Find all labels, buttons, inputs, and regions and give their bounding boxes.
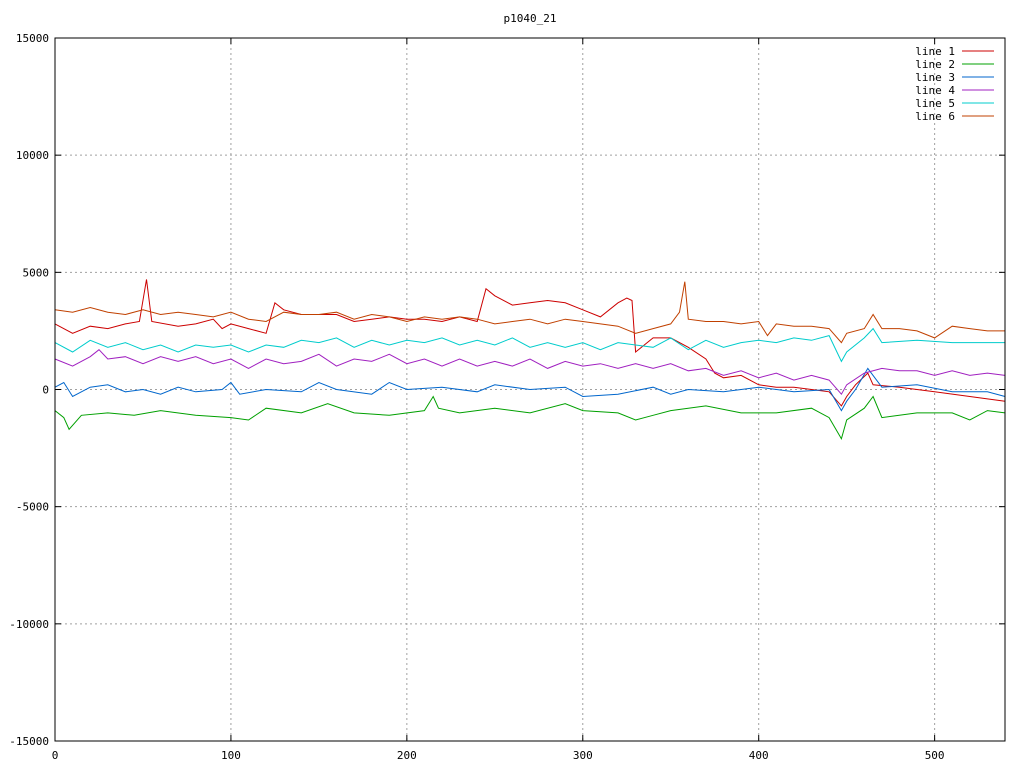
y-tick-label: 5000	[23, 266, 50, 279]
x-tick-label: 0	[52, 749, 59, 762]
axis-ticks: -15000 -10000 -5000 0 5000 10000 15000 0 100 200 3…	[9, 32, 1005, 762]
y-tick-label: 15000	[16, 32, 49, 45]
legend-label-6: line 6	[915, 110, 955, 123]
series-line-6	[54, 281, 1005, 344]
x-tick-label: 300	[573, 749, 593, 762]
x-tick-label: 400	[749, 749, 769, 762]
series-line-3	[54, 367, 1006, 412]
legend-label-2: line 2	[915, 58, 955, 71]
series-line-1	[54, 279, 1006, 407]
x-tick-label: 200	[397, 749, 417, 762]
grid-lines	[55, 38, 1005, 741]
legend-label-4: line 4	[915, 84, 955, 97]
y-tick-label: -10000	[9, 618, 49, 631]
y-tick-label: 0	[42, 384, 49, 397]
legend-label-5: line 5	[915, 97, 955, 110]
legend-label-3: line 3	[915, 71, 955, 84]
x-tick-label: 500	[925, 749, 945, 762]
series-line-4	[54, 349, 1006, 396]
legend-label-1: line 1	[915, 45, 955, 58]
series-line-5	[54, 327, 1005, 363]
series-layer	[54, 279, 1006, 440]
y-tick-label: -5000	[16, 501, 49, 514]
x-tick-label: 100	[221, 749, 241, 762]
y-tick-label: -15000	[9, 735, 49, 748]
series-line-2	[54, 395, 1006, 440]
chart-title: p1040_21	[504, 12, 557, 25]
y-tick-label: 10000	[16, 149, 49, 162]
